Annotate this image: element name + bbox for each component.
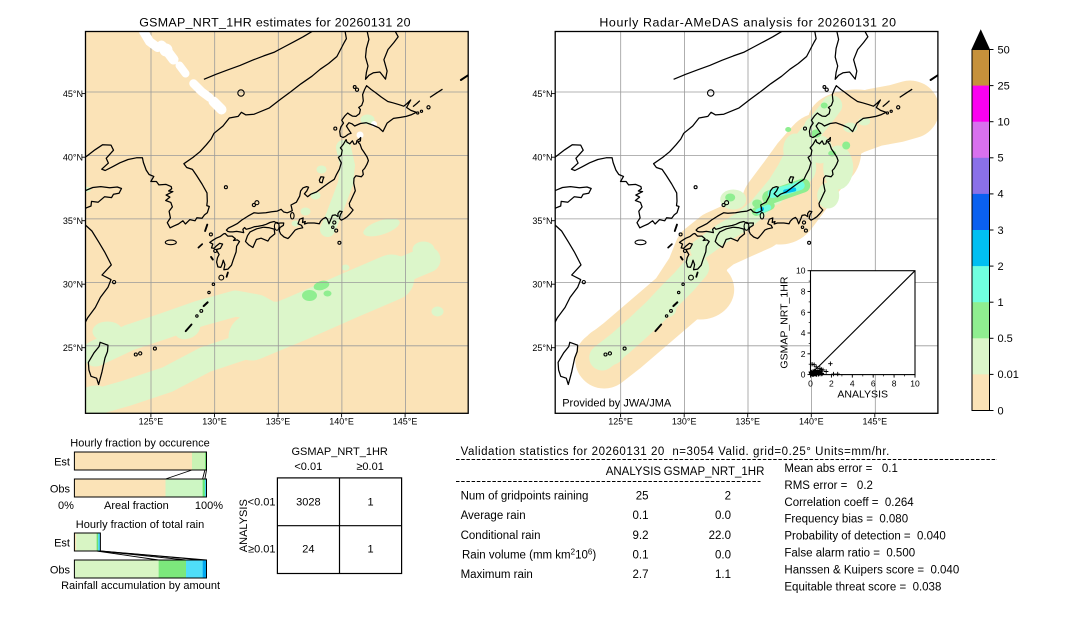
- svg-text:0.5: 0.5: [998, 333, 1013, 345]
- svg-text:Obs: Obs: [50, 484, 71, 496]
- svg-text:4: 4: [850, 379, 855, 389]
- svg-text:8: 8: [892, 379, 897, 389]
- svg-text:3028: 3028: [296, 497, 320, 509]
- svg-text:4: 4: [998, 189, 1004, 201]
- svg-text:0.0: 0.0: [715, 550, 731, 562]
- svg-text:1: 1: [367, 497, 373, 509]
- svg-text:30°N: 30°N: [63, 279, 83, 289]
- svg-text:140°E: 140°E: [329, 417, 354, 427]
- svg-text:Average rain: Average rain: [461, 510, 526, 522]
- svg-text:25°N: 25°N: [63, 343, 83, 353]
- svg-text:2: 2: [725, 491, 731, 503]
- svg-text:Est: Est: [54, 538, 70, 550]
- svg-text:<0.01: <0.01: [248, 497, 276, 509]
- svg-text:35°N: 35°N: [532, 216, 552, 226]
- svg-text:145°E: 145°E: [862, 417, 887, 427]
- svg-text:0: 0: [801, 370, 806, 380]
- svg-text:Maximum rain: Maximum rain: [461, 569, 533, 581]
- svg-text:ANALYSIS: ANALYSIS: [238, 499, 250, 552]
- svg-text:2: 2: [801, 349, 806, 359]
- svg-text:0: 0: [998, 405, 1004, 417]
- svg-text:Probability of detection = 0.: Probability of detection = 0.040: [784, 531, 945, 543]
- svg-text:1: 1: [367, 544, 373, 556]
- svg-text:0.0: 0.0: [715, 510, 731, 522]
- svg-text:45°N: 45°N: [63, 89, 83, 99]
- svg-text:3: 3: [998, 225, 1004, 237]
- svg-text:24: 24: [302, 544, 314, 556]
- svg-text:4: 4: [801, 328, 806, 338]
- svg-text:1: 1: [998, 297, 1004, 309]
- svg-text:ANALYSIS: ANALYSIS: [837, 389, 888, 401]
- svg-text:<0.01: <0.01: [294, 461, 322, 473]
- svg-text:25°N: 25°N: [532, 343, 552, 353]
- svg-text:0%: 0%: [58, 500, 74, 512]
- svg-text:Est: Est: [54, 457, 70, 469]
- svg-text:Equitable threat score = 0.03: Equitable threat score = 0.038: [784, 581, 941, 593]
- svg-text:False alarm ratio = 0.500: False alarm ratio = 0.500: [784, 548, 915, 560]
- svg-text:Validation statistics for 2026: Validation statistics for 20260131 20 n=…: [461, 446, 890, 458]
- svg-text:10: 10: [998, 117, 1010, 129]
- svg-text:40°N: 40°N: [63, 152, 83, 162]
- svg-text:≥0.01: ≥0.01: [356, 461, 383, 473]
- svg-text:25: 25: [636, 491, 649, 503]
- svg-text:6: 6: [871, 379, 876, 389]
- svg-text:125°E: 125°E: [608, 417, 633, 427]
- svg-text:Correlation coeff = 0.264: Correlation coeff = 0.264: [784, 497, 914, 509]
- svg-text:1.1: 1.1: [715, 569, 731, 581]
- svg-text:0.1: 0.1: [633, 510, 649, 522]
- svg-text:≥0.01: ≥0.01: [248, 544, 275, 556]
- svg-text:35°N: 35°N: [63, 216, 83, 226]
- svg-text:GSMAP_NRT_1HR estimates for 20: GSMAP_NRT_1HR estimates for 20260131 20: [139, 16, 411, 30]
- svg-text:Conditional rain: Conditional rain: [461, 530, 541, 542]
- svg-text:Rain volume (mm km2106): Rain volume (mm km2106): [462, 548, 596, 562]
- svg-text:0.01: 0.01: [998, 369, 1019, 381]
- svg-text:135°E: 135°E: [735, 417, 760, 427]
- svg-text:5: 5: [998, 153, 1004, 165]
- svg-text:135°E: 135°E: [266, 417, 291, 427]
- svg-text:100%: 100%: [195, 500, 223, 512]
- svg-text:Hanssen & Kuipers score = 0.0: Hanssen & Kuipers score = 0.040: [784, 564, 959, 576]
- svg-text:Rainfall accumulation by amoun: Rainfall accumulation by amount: [61, 580, 220, 592]
- svg-text:ANALYSIS: ANALYSIS: [606, 466, 662, 478]
- svg-text:Obs: Obs: [50, 565, 71, 577]
- svg-text:Mean abs error = 0.1: Mean abs error = 0.1: [784, 463, 897, 475]
- svg-text:6: 6: [801, 307, 806, 317]
- svg-text:Frequency bias = 0.080: Frequency bias = 0.080: [784, 514, 908, 526]
- svg-text:30°N: 30°N: [532, 279, 552, 289]
- svg-text:130°E: 130°E: [672, 417, 697, 427]
- svg-text:Hourly fraction of total rain: Hourly fraction of total rain: [76, 519, 204, 531]
- svg-text:45°N: 45°N: [532, 89, 552, 99]
- svg-text:125°E: 125°E: [139, 417, 164, 427]
- svg-text:8: 8: [801, 287, 806, 297]
- svg-text:10: 10: [910, 379, 920, 389]
- svg-text:GSMAP_NRT_1HR: GSMAP_NRT_1HR: [664, 466, 765, 478]
- svg-text:145°E: 145°E: [393, 417, 418, 427]
- svg-text:130°E: 130°E: [202, 417, 227, 427]
- svg-text:Provided by JWA/JMA: Provided by JWA/JMA: [562, 398, 672, 410]
- svg-text:25: 25: [998, 80, 1010, 92]
- svg-text:Areal fraction: Areal fraction: [104, 500, 169, 512]
- svg-text:Hourly Radar-AMeDAS analysis f: Hourly Radar-AMeDAS analysis for 2026013…: [599, 16, 896, 30]
- svg-text:2.7: 2.7: [633, 569, 649, 581]
- svg-text:140°E: 140°E: [799, 417, 824, 427]
- svg-text:9.2: 9.2: [633, 530, 649, 542]
- svg-text:10: 10: [796, 266, 806, 276]
- svg-text:0: 0: [808, 379, 813, 389]
- svg-text:2: 2: [829, 379, 834, 389]
- svg-text:0.1: 0.1: [633, 550, 649, 562]
- svg-text:40°N: 40°N: [532, 152, 552, 162]
- svg-text:Hourly fraction by occurence: Hourly fraction by occurence: [70, 438, 209, 450]
- svg-text:GSMAP_NRT_1HR: GSMAP_NRT_1HR: [779, 276, 791, 368]
- svg-text:GSMAP_NRT_1HR: GSMAP_NRT_1HR: [292, 446, 388, 458]
- svg-text:2: 2: [998, 261, 1004, 273]
- svg-text:Num of gridpoints raining: Num of gridpoints raining: [461, 491, 589, 503]
- svg-text:50: 50: [998, 44, 1010, 56]
- svg-text:RMS error = 0.2: RMS error = 0.2: [784, 480, 873, 492]
- svg-text:22.0: 22.0: [709, 530, 731, 542]
